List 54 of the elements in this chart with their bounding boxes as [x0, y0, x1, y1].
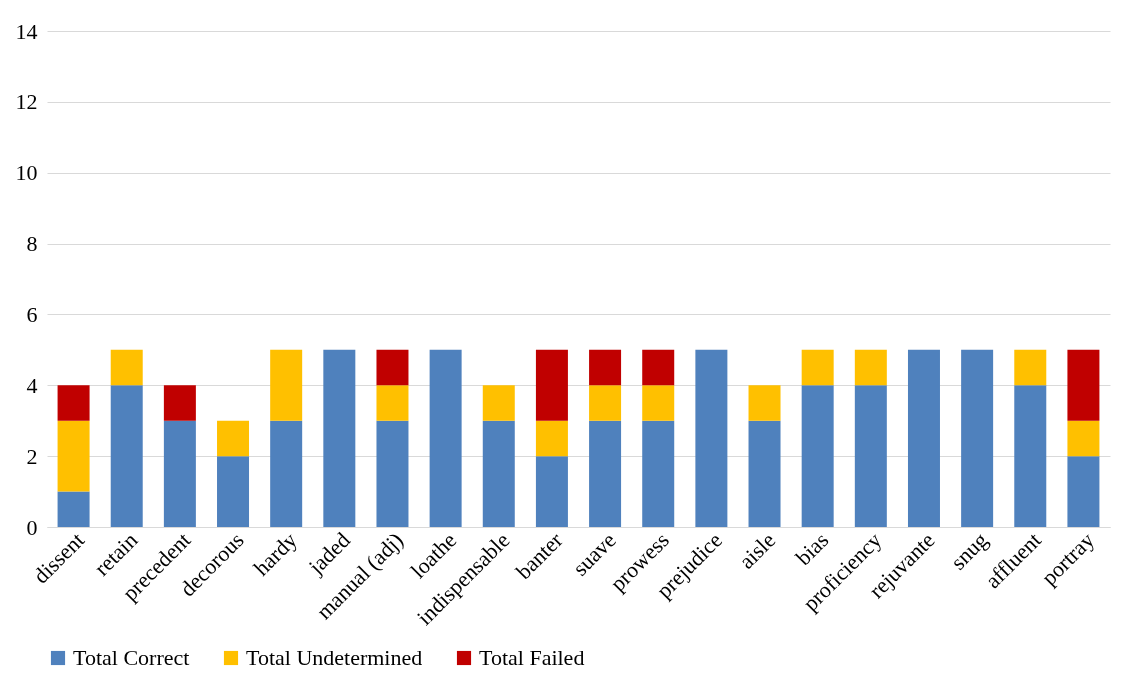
bar [376, 385, 409, 421]
y-tick-label: 14 [15, 18, 38, 44]
y-tick-label: 4 [26, 372, 38, 398]
bar [589, 385, 622, 421]
bar [535, 456, 568, 527]
bar [642, 349, 675, 386]
bar [642, 385, 675, 421]
y-tick-label: 2 [26, 443, 38, 469]
bar [1014, 349, 1047, 386]
bar [535, 349, 568, 421]
bar [482, 420, 515, 527]
bar [854, 349, 887, 386]
bar [163, 420, 196, 527]
bar [163, 385, 196, 421]
bar [482, 385, 515, 421]
bar [429, 349, 462, 527]
legend-label: Total Undetermined [246, 645, 423, 670]
y-tick-label: 0 [26, 514, 38, 540]
bar [1067, 456, 1100, 527]
bar [801, 385, 834, 527]
bar [748, 420, 781, 527]
bar [57, 491, 90, 527]
bar [961, 349, 994, 527]
bar [57, 385, 90, 421]
bar [1014, 385, 1047, 527]
bar [695, 349, 728, 527]
bar [589, 420, 622, 527]
y-tick-label: 8 [26, 231, 38, 257]
bar [748, 385, 781, 421]
bar [801, 349, 834, 386]
bar [1067, 420, 1100, 457]
bar [376, 420, 409, 527]
bar [270, 349, 303, 421]
bar [110, 349, 143, 386]
bar [1067, 349, 1100, 421]
y-tick-label: 10 [15, 160, 38, 186]
x-tick-label: aisle [733, 527, 781, 574]
legend-label: Total Failed [479, 645, 585, 670]
bar [589, 349, 622, 386]
bar [217, 456, 250, 527]
bar [270, 420, 303, 527]
bar [642, 420, 675, 527]
bar [217, 420, 250, 457]
bar [854, 385, 887, 527]
bar [907, 349, 940, 527]
bar [323, 349, 356, 527]
legend-label: Total Correct [73, 645, 190, 670]
x-tick-label: snug [945, 527, 993, 575]
bar [535, 420, 568, 457]
bar [57, 420, 90, 492]
y-tick-label: 12 [15, 89, 38, 115]
bar [376, 349, 409, 386]
y-tick-label: 6 [26, 301, 38, 327]
bar [110, 385, 143, 527]
